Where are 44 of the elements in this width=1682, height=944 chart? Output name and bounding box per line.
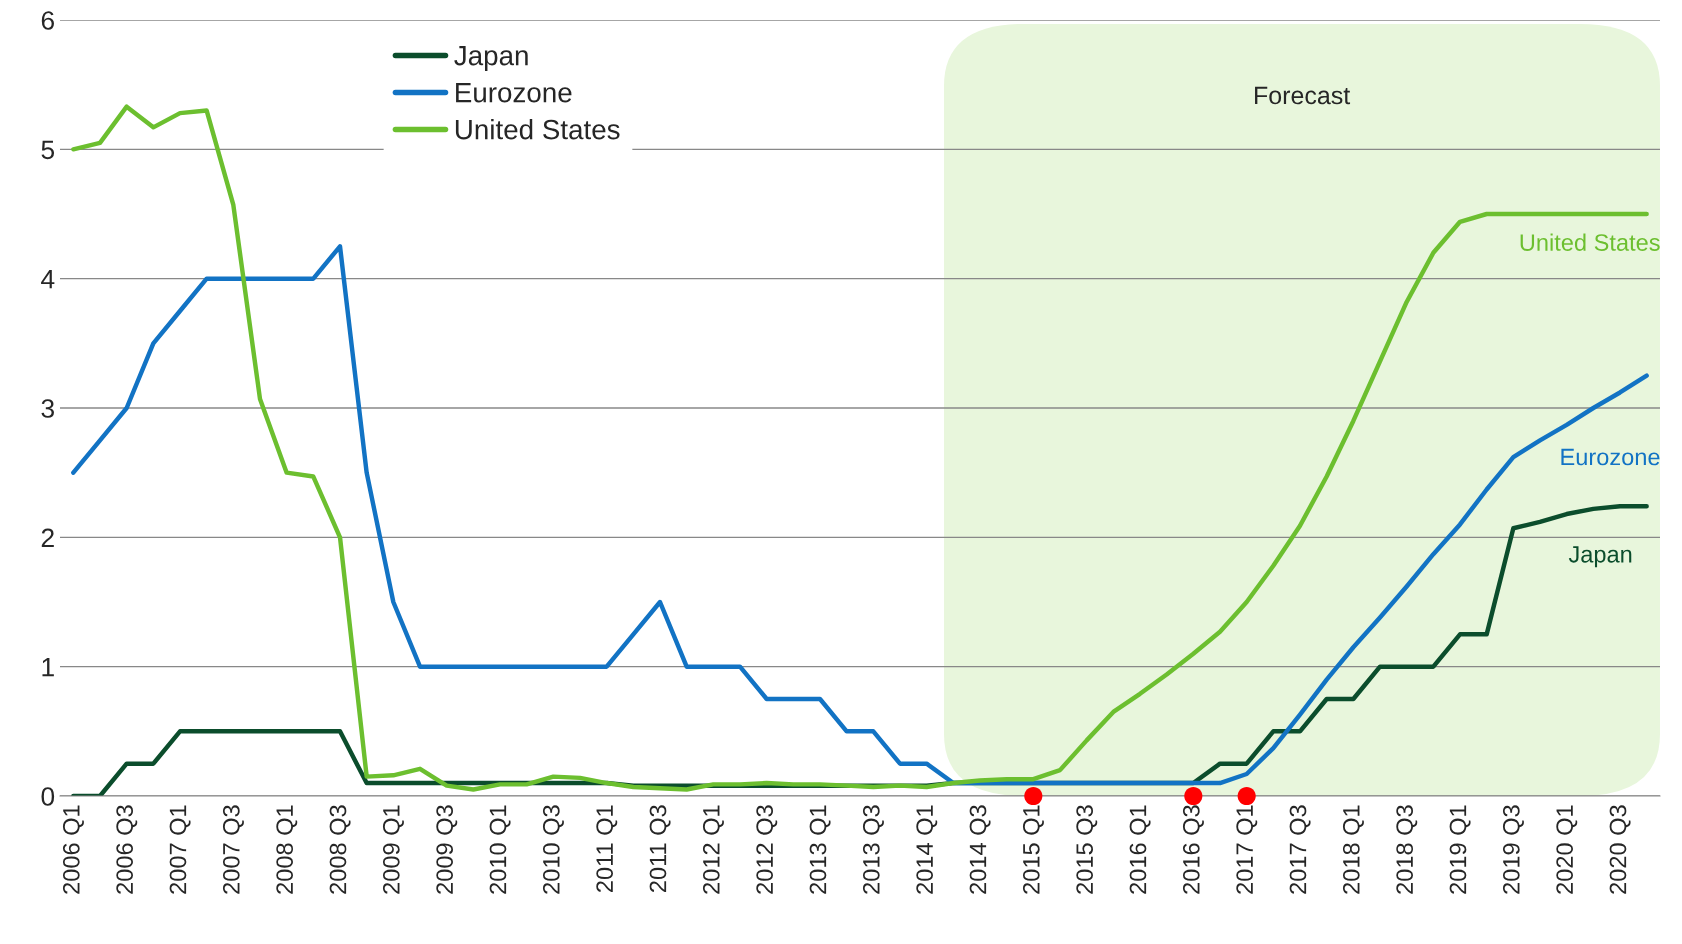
x-tick-label: 2007 Q3 <box>222 805 244 894</box>
x-tick-label: 2016 Q3 <box>1182 805 1204 894</box>
x-tick-label: 2007 Q1 <box>169 805 191 894</box>
x-tick-label: 2020 Q3 <box>1609 805 1631 894</box>
x-tick-label: 2010 Q3 <box>542 805 564 894</box>
x-tick-label: 2012 Q1 <box>702 805 724 894</box>
y-tick-label: 0 <box>41 787 55 806</box>
legend-label: Japan <box>454 46 528 71</box>
y-tick-label: 2 <box>41 528 54 547</box>
x-tick-label: 2006 Q1 <box>62 805 84 894</box>
y-tick-label: 6 <box>41 11 54 30</box>
legend-label: United States <box>455 119 620 140</box>
y-tick-label: 3 <box>41 399 54 418</box>
text: Japan <box>1568 546 1632 568</box>
x-tick-label: 2017 Q1 <box>1236 805 1258 894</box>
x-tick-label: 2011 Q3 <box>649 805 671 892</box>
x-tick-label: 2015 Q1 <box>1022 805 1044 894</box>
y-tick-label: 5 <box>41 140 55 160</box>
text: Eurozone <box>1561 448 1660 466</box>
x-tick-label: 2018 Q3 <box>1396 805 1418 894</box>
x-tick-label: 2015 Q3 <box>1076 805 1098 894</box>
x-tick-label: 2019 Q3 <box>1502 805 1524 894</box>
x-tick-label: 2010 Q1 <box>489 805 511 894</box>
x-tick-label: 2014 Q1 <box>916 805 938 894</box>
text: United States <box>1520 233 1660 251</box>
x-tick-label: 2008 Q1 <box>276 805 298 894</box>
x-tick-label: 2014 Q3 <box>969 805 991 894</box>
x-tick-label: 2020 Q1 <box>1556 805 1578 894</box>
x-tick-label: 2008 Q3 <box>329 805 351 894</box>
x-tick-label: 2013 Q1 <box>809 805 831 894</box>
x-tick-label: 2006 Q3 <box>116 805 138 894</box>
x-tick-label: 2009 Q1 <box>382 805 404 894</box>
annotation: Forecast <box>1255 86 1351 105</box>
x-tick-label: 2013 Q3 <box>862 805 884 894</box>
x-tick-label: 2019 Q1 <box>1449 805 1471 894</box>
x-tick-label: 2016 Q1 <box>1129 805 1151 894</box>
x-tick-label: 2018 Q1 <box>1342 805 1364 894</box>
x-tick-label: 2009 Q3 <box>436 805 458 894</box>
y-tick-label: 4 <box>41 270 55 289</box>
x-tick-label: 2011 Q1 <box>596 805 618 892</box>
x-tick-label: 2012 Q3 <box>756 805 778 894</box>
legend-label: Eurozone <box>456 83 572 103</box>
x-tick-label: 2017 Q3 <box>1289 805 1311 894</box>
y-tick-label: 1 <box>42 658 54 677</box>
